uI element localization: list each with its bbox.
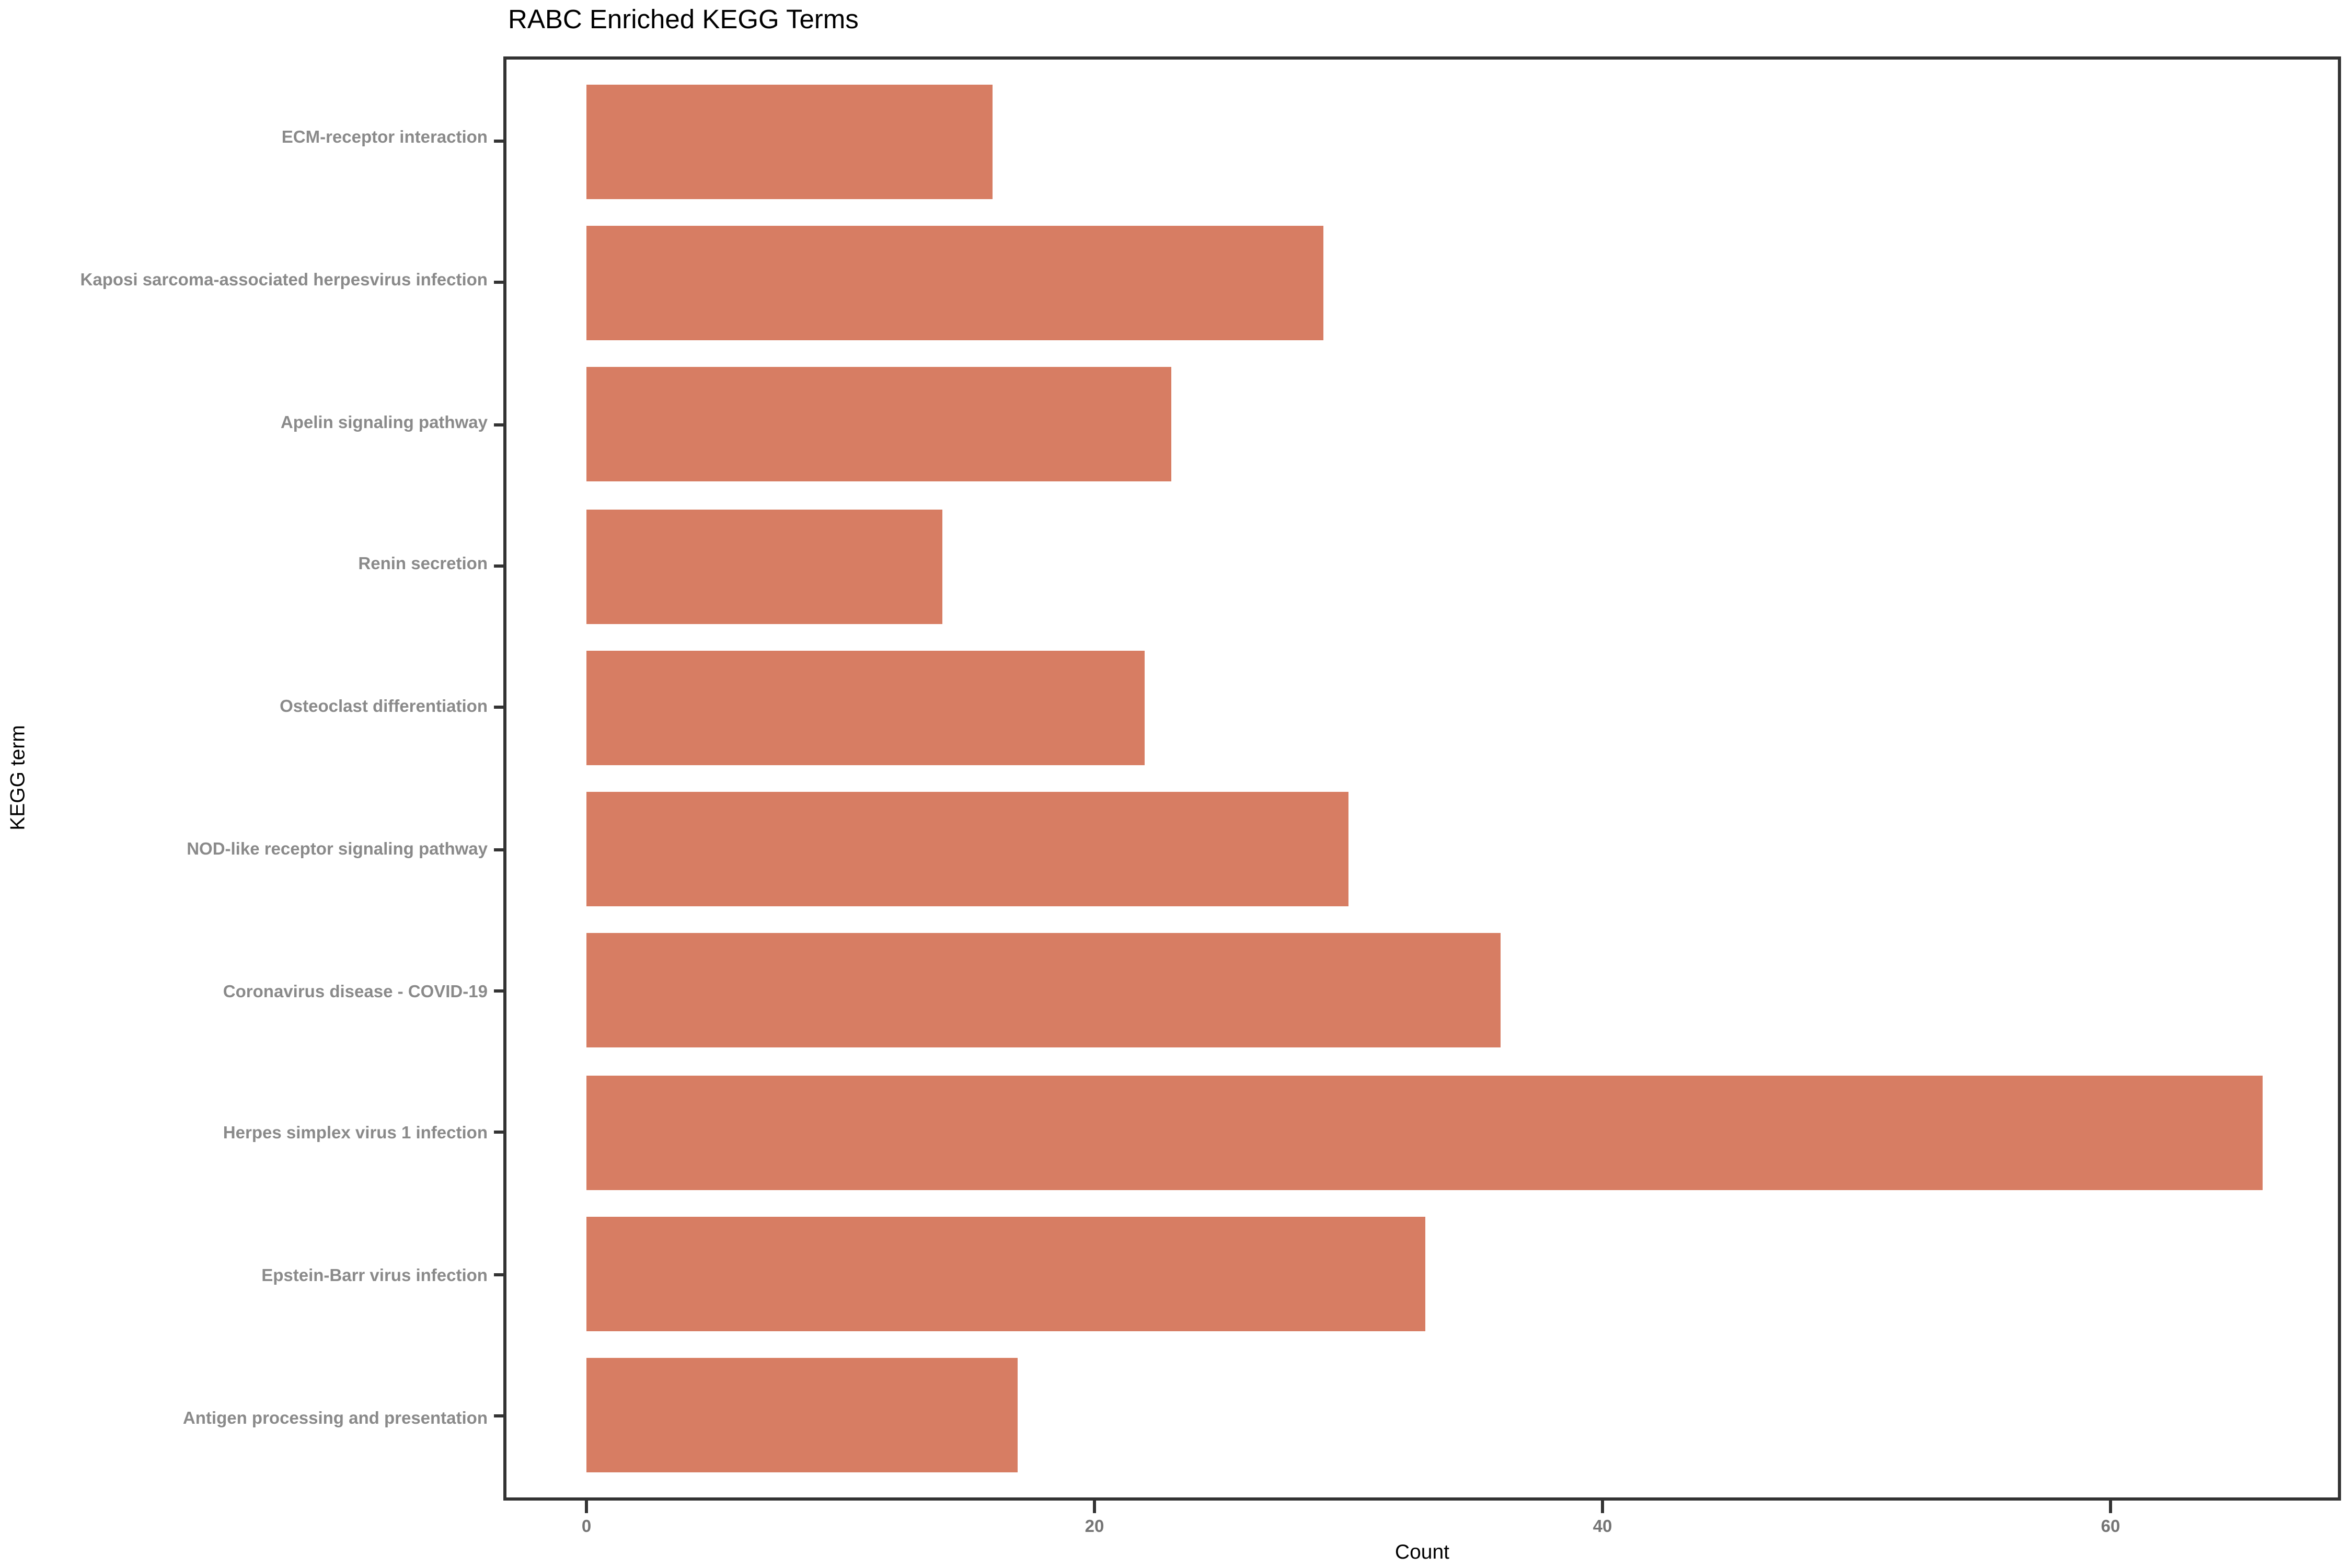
- x-tick-mark: [1093, 1501, 1096, 1513]
- bar-row: [494, 495, 2338, 637]
- bar: [586, 1075, 2263, 1190]
- category-label-row: Coronavirus disease - COVID-19: [0, 921, 488, 1063]
- y-tick-mark: [494, 1131, 503, 1134]
- category-label: Herpes simplex virus 1 infection: [223, 1124, 488, 1144]
- bar-rows-container: [494, 60, 2338, 1497]
- bar-row: [494, 1345, 2338, 1486]
- category-label: Antigen processing and presentation: [182, 1409, 488, 1428]
- bar: [586, 84, 993, 199]
- y-tick-mark: [494, 281, 503, 285]
- x-tick-label: 60: [2101, 1518, 2120, 1537]
- y-axis-category-labels: ECM-receptor interaction Kaposi sarcoma-a…: [0, 56, 488, 1501]
- bar: [586, 1217, 1425, 1332]
- y-axis-title: KEGG term: [5, 725, 29, 831]
- x-tick-label: 20: [1085, 1518, 1104, 1537]
- category-label-row: Apelin signaling pathway: [0, 352, 488, 494]
- bar-row: [494, 637, 2338, 779]
- y-tick-mark: [494, 989, 503, 993]
- category-label: ECM-receptor interaction: [281, 129, 488, 148]
- category-label-row: Epstein-Barr virus infection: [0, 1205, 488, 1347]
- x-tick-mark: [2109, 1501, 2112, 1513]
- bar-row: [494, 1062, 2338, 1203]
- category-label-row: Kaposi sarcoma-associated herpesvirus in…: [0, 210, 488, 352]
- y-tick-mark: [494, 564, 503, 568]
- category-label: Kaposi sarcoma-associated herpesvirus in…: [80, 271, 488, 291]
- bar: [586, 792, 1348, 907]
- bar: [586, 509, 942, 624]
- bar: [586, 225, 1323, 340]
- y-tick-mark: [494, 140, 503, 143]
- category-label: Epstein-Barr virus infection: [261, 1266, 488, 1286]
- category-label-row: Renin secretion: [0, 494, 488, 636]
- bar-row: [494, 71, 2338, 212]
- category-label: NOD-like receptor signaling pathway: [187, 840, 488, 859]
- category-label: Renin secretion: [358, 556, 488, 575]
- chart-title: RABC Enriched KEGG Terms: [508, 5, 859, 34]
- y-tick-mark: [494, 706, 503, 709]
- category-label-row: NOD-like receptor signaling pathway: [0, 779, 488, 921]
- category-label-row: Antigen processing and presentation: [0, 1347, 488, 1490]
- x-tick-label: 0: [581, 1518, 592, 1537]
- x-tick-mark: [585, 1501, 588, 1513]
- plot-panel: [494, 56, 2341, 1501]
- category-label: Osteoclast differentiation: [280, 698, 488, 717]
- y-tick-mark: [494, 1272, 503, 1276]
- category-label: Apelin signaling pathway: [280, 413, 488, 433]
- x-tick-label: 40: [1593, 1518, 1612, 1537]
- bar-row: [494, 354, 2338, 495]
- y-tick-mark: [494, 847, 503, 851]
- bar: [586, 1358, 1019, 1473]
- bar-row: [494, 778, 2338, 920]
- category-label-row: ECM-receptor interaction: [0, 67, 488, 210]
- x-axis-title: Count: [1394, 1540, 1450, 1563]
- x-tick-mark: [1601, 1501, 1604, 1513]
- bar-row: [494, 1203, 2338, 1345]
- bar-row: [494, 212, 2338, 354]
- y-tick-mark: [494, 1414, 503, 1417]
- category-label-row: Herpes simplex virus 1 infection: [0, 1063, 488, 1205]
- category-label-row: Osteoclast differentiation: [0, 636, 488, 778]
- bar: [586, 650, 1146, 765]
- bar: [586, 367, 1171, 482]
- y-tick-mark: [494, 423, 503, 426]
- category-label: Coronavirus disease - COVID-19: [223, 982, 488, 1001]
- bar: [586, 933, 1501, 1048]
- bar-row: [494, 920, 2338, 1062]
